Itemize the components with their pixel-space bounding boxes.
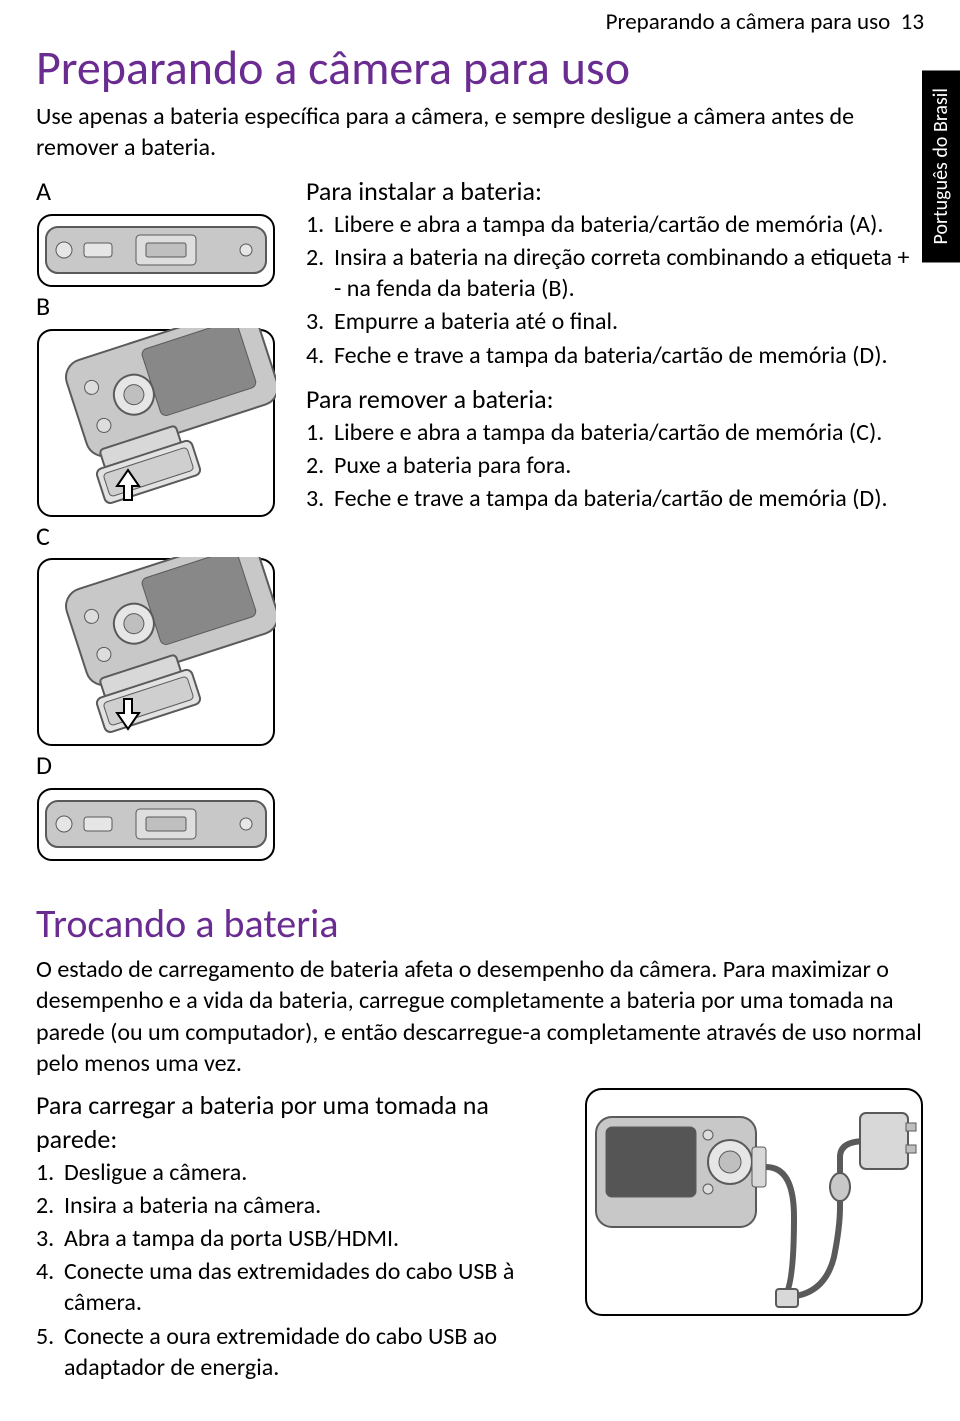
install-step: 2.Insira a bateria na direção correta co… [334,242,914,304]
figure-column: A B [36,173,286,862]
header-page: 13 [901,8,924,36]
charge-step: 2.Insira a bateria na câmera. [64,1190,564,1221]
remove-step: 1.Libere e abra a tampa da bateria/cartã… [334,417,914,448]
install-steps: 1.Libere e abra a tampa da bateria/cartã… [306,209,914,371]
charge-intro: O estado de carregamento de bateria afet… [36,954,924,1079]
page-title: Preparando a câmera para uso [36,42,924,95]
fig-a [36,213,286,288]
fig-charge [584,1087,924,1317]
remove-step: 3.Feche e trave a tampa da bateria/cartã… [334,483,914,514]
fig-label-a: A [36,175,286,209]
fig-d [36,787,286,862]
fig-label-d: D [36,749,286,783]
install-title: Para instalar a bateria: [306,175,914,209]
remove-step: 2.Puxe a bateria para fora. [334,450,914,481]
fig-label-b: B [36,290,286,324]
charge-step: 5.Conecte a oura extremidade do cabo USB… [64,1321,564,1383]
intro-text: Use apenas a bateria específica para a c… [36,101,924,163]
charge-step: 1.Desligue a câmera. [64,1157,564,1188]
charge-steps: 1.Desligue a câmera. 2.Insira a bateria … [36,1157,564,1383]
language-tab: Português do Brasil [922,70,960,262]
install-step: 4.Feche e trave a tampa da bateria/cartã… [334,340,914,371]
fig-b [36,328,286,518]
charge-title: Para carregar a bateria por uma tomada n… [36,1089,564,1157]
header-text: Preparando a câmera para uso [606,8,891,36]
instructions-column: Para instalar a bateria: 1.Libere e abra… [306,173,924,862]
install-step: 1.Libere e abra a tampa da bateria/cartã… [334,209,914,240]
fig-c [36,557,286,747]
page-header: Preparando a câmera para uso 13 [36,0,924,38]
remove-steps: 1.Libere e abra a tampa da bateria/cartã… [306,417,914,515]
install-step: 3.Empurre a bateria até o final. [334,306,914,337]
charge-step: 3.Abra a tampa da porta USB/HDMI. [64,1223,564,1254]
section-title: Trocando a bateria [36,898,924,950]
charge-step: 4.Conecte uma das extremidades do cabo U… [64,1256,564,1318]
remove-title: Para remover a bateria: [306,383,914,417]
fig-label-c: C [36,520,286,554]
